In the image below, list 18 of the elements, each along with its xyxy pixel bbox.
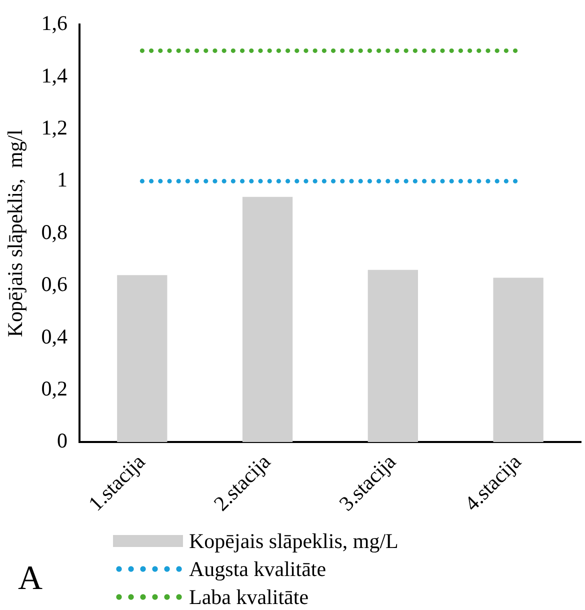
bar xyxy=(242,196,293,442)
y-axis-title: Kopējais slāpeklis, mg/l xyxy=(3,129,28,338)
y-tick-label: 1,4 xyxy=(41,63,68,88)
legend-label: Kopējais slāpeklis, mg/L xyxy=(189,528,398,555)
y-tick-label: 0 xyxy=(56,428,68,453)
y-tick-label: 0,2 xyxy=(41,376,68,400)
legend-label: Augsta kvalitāte xyxy=(189,556,326,583)
text: A xyxy=(18,560,43,598)
y-tick-label: 0,6 xyxy=(41,272,68,296)
bar xyxy=(368,270,418,442)
y-tick-label: 1,6 xyxy=(41,11,68,36)
bar xyxy=(117,275,168,442)
bar xyxy=(493,278,544,442)
y-tick-label: 1,2 xyxy=(41,115,68,140)
y-tick-label: 1 xyxy=(56,168,68,192)
legend-label: Laba kvalitāte xyxy=(189,584,309,610)
y-tick-label: 0,4 xyxy=(41,324,68,348)
y-tick-label: 0,8 xyxy=(41,220,68,244)
